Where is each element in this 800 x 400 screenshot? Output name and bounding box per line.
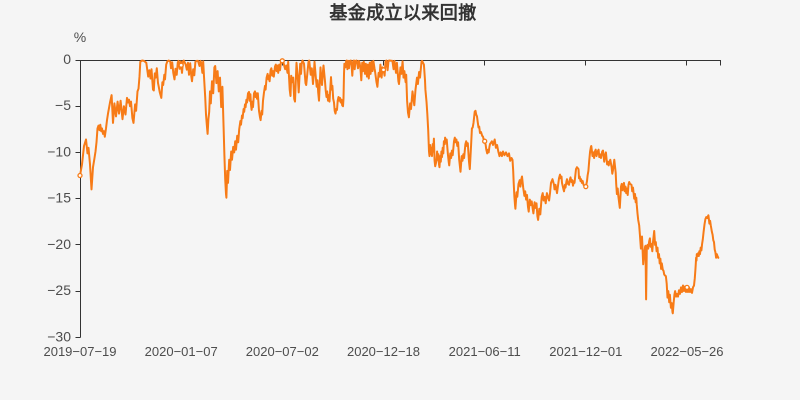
svg-text:−30: −30	[47, 328, 71, 344]
svg-text:−25: −25	[47, 282, 71, 298]
svg-text:−15: −15	[47, 190, 71, 206]
svg-text:0: 0	[63, 51, 71, 67]
svg-text:2020−07−02: 2020−07−02	[246, 344, 319, 359]
svg-text:−20: −20	[47, 236, 71, 252]
svg-text:基金成立以来回撤: 基金成立以来回撤	[328, 2, 476, 23]
svg-text:2022−05−26: 2022−05−26	[650, 344, 723, 359]
svg-text:−10: −10	[47, 143, 71, 159]
svg-text:2020−01−07: 2020−01−07	[145, 344, 218, 359]
svg-text:2020−12−18: 2020−12−18	[347, 344, 420, 359]
svg-text:%: %	[74, 29, 86, 45]
svg-text:2021−12−01: 2021−12−01	[549, 344, 622, 359]
svg-text:−5: −5	[55, 97, 71, 113]
svg-text:2019−07−19: 2019−07−19	[43, 344, 116, 359]
svg-text:2021−06−11: 2021−06−11	[449, 344, 521, 359]
